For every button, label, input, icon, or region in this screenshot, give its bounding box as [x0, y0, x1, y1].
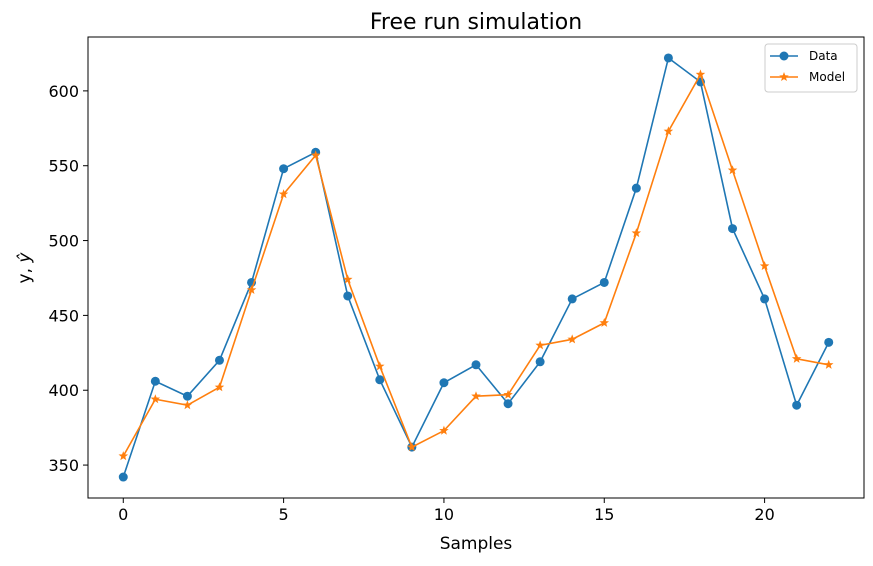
y-tick-label: 600: [48, 82, 79, 101]
series-line-data: [122, 56, 830, 478]
data-point-data: [728, 224, 738, 234]
legend: Data Model: [764, 43, 858, 93]
x-axis-label: Samples: [440, 534, 513, 554]
data-point-model: [342, 274, 353, 284]
series-data: [118, 53, 834, 482]
series-model: [118, 69, 834, 461]
data-point-model: [182, 400, 193, 410]
y-tick-label: 550: [48, 157, 79, 176]
data-point-model: [823, 359, 834, 369]
data-point-model: [375, 361, 385, 371]
data-point-data: [824, 337, 834, 347]
data-point-model: [567, 334, 577, 344]
plot-frame: [87, 36, 865, 499]
data-point-model: [246, 284, 257, 294]
data-point-data: [279, 164, 289, 174]
data-point-model: [214, 382, 225, 392]
data-point-data: [535, 357, 545, 367]
data-point-model: [471, 391, 481, 401]
x-tick-label: 15: [594, 505, 614, 524]
series-line-model: [122, 72, 829, 457]
data-point-model: [407, 442, 417, 452]
data-point-model: [695, 69, 706, 79]
data-point-model: [150, 394, 161, 404]
y-tick-label: 400: [48, 381, 79, 400]
x-tick-label: 0: [118, 505, 128, 524]
y-axis-label-main: y,: [15, 263, 35, 284]
data-point-data: [439, 378, 449, 388]
data-point-data: [471, 360, 481, 370]
data-point-data: [663, 53, 673, 63]
data-point-data: [503, 399, 513, 409]
data-point-data: [343, 291, 353, 301]
y-axis-label-hat: ŷ: [15, 252, 35, 264]
chart-title: Free run simulation: [370, 10, 582, 35]
data-point-model: [503, 389, 513, 399]
data-point-data: [375, 375, 385, 385]
data-point-model: [439, 425, 449, 435]
data-point-data: [760, 294, 770, 304]
data-point-data: [150, 376, 160, 386]
x-axis: 0 5 10 15 20: [118, 498, 775, 524]
data-point-model: [310, 150, 321, 160]
y-axis: 350 400 450 500 550 600: [48, 82, 88, 475]
plot-area: [87, 36, 865, 499]
series-layer: [118, 53, 834, 482]
data-point-model: [727, 165, 738, 175]
data-point-model: [118, 451, 129, 461]
data-point-data: [567, 294, 577, 304]
data-point-model: [631, 228, 642, 238]
x-tick-label: 20: [754, 505, 774, 524]
legend-marker-model: [779, 72, 789, 82]
y-axis-label: y, ŷ: [15, 252, 35, 284]
data-point-model: [535, 340, 545, 350]
data-point-model: [599, 317, 610, 327]
y-tick-label: 450: [48, 306, 79, 325]
data-point-data: [599, 277, 609, 287]
data-point-data: [214, 355, 224, 365]
x-tick-label: 5: [279, 505, 289, 524]
y-tick-label: 500: [48, 232, 79, 251]
data-point-model: [663, 126, 674, 136]
data-point-model: [791, 353, 802, 363]
data-point-data: [631, 183, 641, 193]
data-point-data: [182, 391, 192, 401]
y-tick-label: 350: [48, 456, 79, 475]
data-point-data: [792, 400, 802, 410]
legend-label-model: Model: [809, 70, 845, 84]
data-point-model: [278, 189, 289, 199]
data-point-model: [759, 261, 770, 271]
x-tick-label: 10: [434, 505, 454, 524]
legend-marker-data: [779, 51, 789, 61]
legend-label-data: Data: [809, 49, 838, 63]
data-point-data: [118, 472, 128, 482]
